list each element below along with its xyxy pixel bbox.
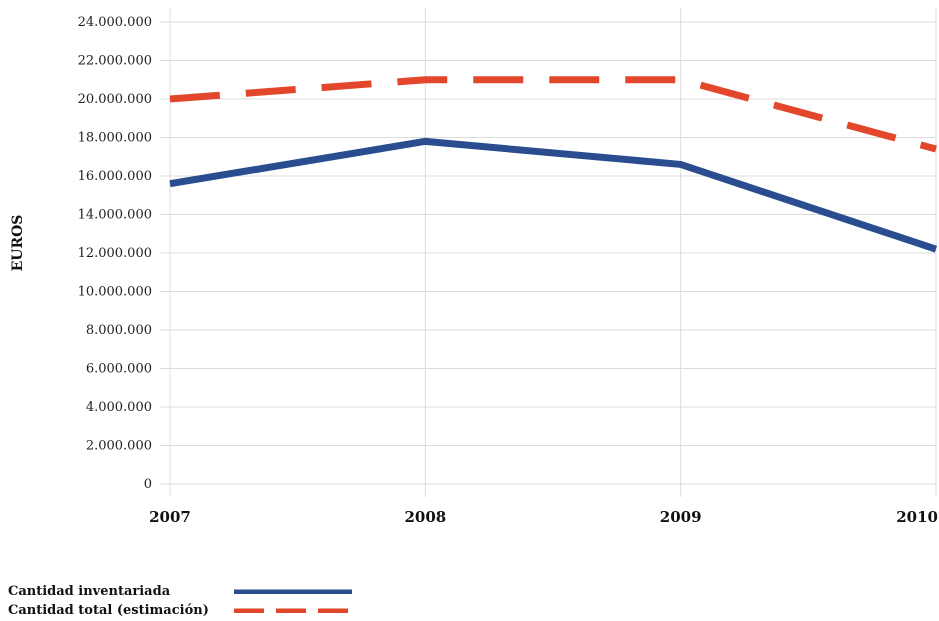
y-axis-label: EUROS xyxy=(10,215,26,272)
legend-item-total: Cantidad total (estimación) xyxy=(8,601,352,620)
y-tick-label: 22.000.000 xyxy=(78,54,152,69)
series-line-inventariada xyxy=(169,137,938,253)
legend-label: Cantidad inventariada xyxy=(8,584,171,599)
y-tick-label: 4.000.000 xyxy=(86,400,152,415)
legend-swatch-solid xyxy=(234,589,352,594)
y-tick-label: 0 xyxy=(144,477,152,492)
x-tick-label: 2008 xyxy=(404,508,446,526)
x-tick-label: 2010 xyxy=(896,508,938,526)
legend: Cantidad inventariada Cantidad total (es… xyxy=(8,582,352,620)
y-tick-label: 10.000.000 xyxy=(78,285,152,300)
y-tick-label: 8.000.000 xyxy=(86,323,152,338)
y-tick-label: 14.000.000 xyxy=(78,208,152,223)
legend-item-inventariada: Cantidad inventariada xyxy=(8,582,352,601)
y-tick-label: 6.000.000 xyxy=(86,362,152,377)
x-tick-label: 2007 xyxy=(149,508,191,526)
y-tick-label: 24.000.000 xyxy=(78,15,152,30)
series-line-total xyxy=(169,76,937,153)
y-tick-label: 20.000.000 xyxy=(78,92,152,107)
x-tick-label: 2009 xyxy=(660,508,702,526)
x-axis-ticks: 2007 2008 2009 2010 xyxy=(149,508,938,526)
series-lines xyxy=(169,76,938,253)
y-tick-label: 2.000.000 xyxy=(86,439,152,454)
grid xyxy=(160,8,937,497)
y-tick-label: 12.000.000 xyxy=(78,246,152,261)
legend-swatch-dashed xyxy=(234,608,352,613)
y-tick-label: 18.000.000 xyxy=(78,131,152,146)
legend-label: Cantidad total (estimación) xyxy=(8,603,209,618)
y-axis-ticks: 0 2.000.000 4.000.000 6.000.000 8.000.000 10.… xyxy=(78,15,152,492)
y-tick-label: 16.000.000 xyxy=(78,169,152,184)
